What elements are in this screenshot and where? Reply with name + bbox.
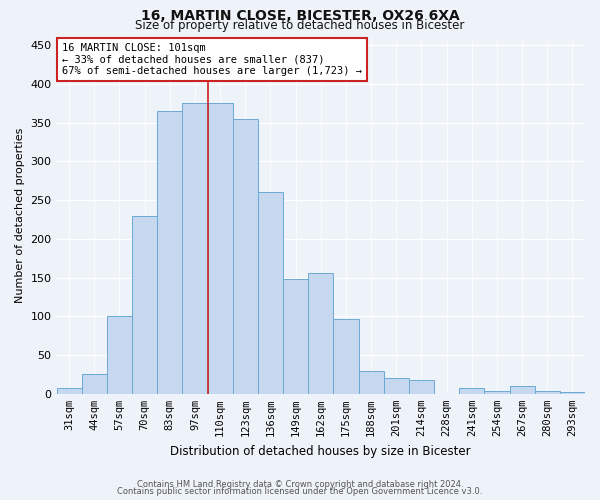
Bar bbox=[132, 216, 157, 394]
Bar bbox=[535, 392, 560, 394]
Bar bbox=[56, 388, 82, 394]
Text: Size of property relative to detached houses in Bicester: Size of property relative to detached ho… bbox=[136, 18, 464, 32]
Bar bbox=[383, 378, 409, 394]
Bar bbox=[509, 386, 535, 394]
Bar bbox=[107, 316, 132, 394]
Bar bbox=[459, 388, 484, 394]
Bar bbox=[283, 279, 308, 394]
Bar bbox=[484, 392, 509, 394]
Bar bbox=[334, 320, 359, 394]
Bar bbox=[208, 104, 233, 394]
Bar bbox=[157, 111, 182, 394]
Bar bbox=[182, 104, 208, 394]
Text: Contains public sector information licensed under the Open Government Licence v3: Contains public sector information licen… bbox=[118, 487, 482, 496]
Text: 16 MARTIN CLOSE: 101sqm
← 33% of detached houses are smaller (837)
67% of semi-d: 16 MARTIN CLOSE: 101sqm ← 33% of detache… bbox=[62, 43, 362, 76]
Bar bbox=[409, 380, 434, 394]
Bar bbox=[308, 273, 334, 394]
X-axis label: Distribution of detached houses by size in Bicester: Distribution of detached houses by size … bbox=[170, 444, 471, 458]
Bar bbox=[82, 374, 107, 394]
Bar bbox=[560, 392, 585, 394]
Y-axis label: Number of detached properties: Number of detached properties bbox=[15, 128, 25, 304]
Text: Contains HM Land Registry data © Crown copyright and database right 2024.: Contains HM Land Registry data © Crown c… bbox=[137, 480, 463, 489]
Bar bbox=[258, 192, 283, 394]
Text: 16, MARTIN CLOSE, BICESTER, OX26 6XA: 16, MARTIN CLOSE, BICESTER, OX26 6XA bbox=[140, 9, 460, 23]
Bar bbox=[233, 119, 258, 394]
Bar bbox=[359, 370, 383, 394]
